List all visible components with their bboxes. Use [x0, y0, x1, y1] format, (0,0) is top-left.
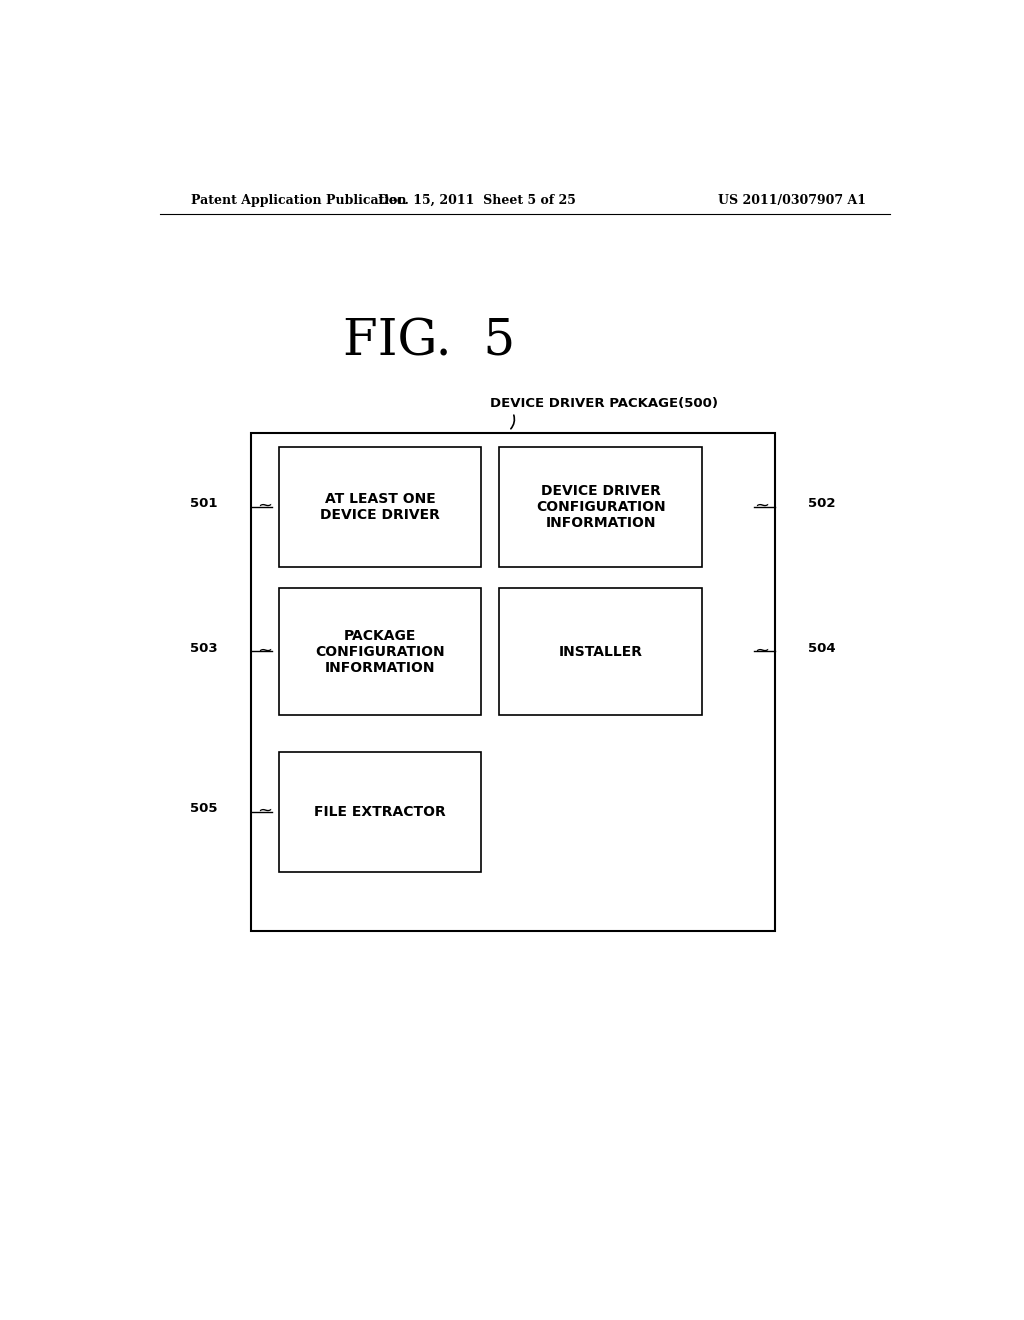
Text: 501: 501 — [190, 498, 218, 511]
Text: DEVICE DRIVER
CONFIGURATION
INFORMATION: DEVICE DRIVER CONFIGURATION INFORMATION — [536, 484, 666, 531]
Text: DEVICE DRIVER PACKAGE(500): DEVICE DRIVER PACKAGE(500) — [490, 397, 718, 411]
Text: PACKAGE
CONFIGURATION
INFORMATION: PACKAGE CONFIGURATION INFORMATION — [315, 628, 444, 675]
Bar — [500, 589, 701, 715]
Text: 502: 502 — [808, 498, 836, 511]
Bar — [279, 447, 481, 568]
Text: ~: ~ — [754, 642, 769, 659]
Text: US 2011/0307907 A1: US 2011/0307907 A1 — [718, 194, 866, 207]
Bar — [500, 447, 701, 568]
Text: AT LEAST ONE
DEVICE DRIVER: AT LEAST ONE DEVICE DRIVER — [321, 492, 440, 523]
Text: ~: ~ — [257, 498, 272, 515]
Text: ~: ~ — [257, 642, 272, 659]
Text: 504: 504 — [808, 642, 836, 655]
Text: Patent Application Publication: Patent Application Publication — [191, 194, 407, 207]
Text: FIG.  5: FIG. 5 — [343, 317, 516, 366]
Text: 503: 503 — [190, 642, 218, 655]
Bar — [251, 433, 775, 931]
Text: INSTALLER: INSTALLER — [558, 645, 643, 659]
Text: FILE EXTRACTOR: FILE EXTRACTOR — [314, 805, 445, 818]
Text: Dec. 15, 2011  Sheet 5 of 25: Dec. 15, 2011 Sheet 5 of 25 — [378, 194, 577, 207]
Text: 505: 505 — [190, 803, 218, 816]
Text: ~: ~ — [754, 498, 769, 515]
Bar — [279, 589, 481, 715]
Text: ~: ~ — [257, 803, 272, 820]
Bar — [279, 752, 481, 873]
